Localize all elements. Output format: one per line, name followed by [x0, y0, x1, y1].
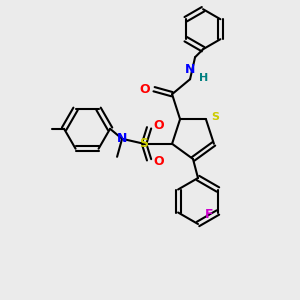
Text: S: S: [140, 137, 148, 150]
Text: S: S: [211, 112, 219, 122]
Text: N: N: [185, 63, 195, 76]
Text: O: O: [153, 119, 164, 132]
Text: H: H: [199, 73, 208, 83]
Text: O: O: [153, 155, 164, 168]
Text: O: O: [140, 83, 150, 96]
Text: F: F: [204, 208, 213, 221]
Text: N: N: [117, 132, 127, 145]
